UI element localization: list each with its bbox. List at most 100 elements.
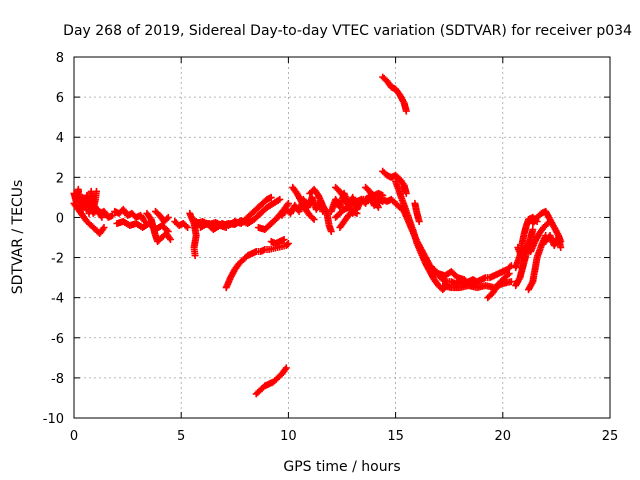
data-point <box>469 276 480 285</box>
data-point <box>137 211 148 224</box>
data-point <box>164 213 172 221</box>
data-point <box>276 236 287 245</box>
data-point <box>250 211 263 223</box>
data-point <box>74 205 85 218</box>
data-point <box>426 268 437 282</box>
x-tick-label: 15 <box>387 429 404 444</box>
data-point <box>501 271 512 282</box>
data-point <box>332 211 342 221</box>
data-point <box>261 246 271 253</box>
x-axis-title: GPS time / hours <box>283 459 400 475</box>
data-segment <box>267 236 288 247</box>
chart-title: Day 268 of 2019, Sidereal Day-to-day VTE… <box>63 23 632 39</box>
data-point <box>505 270 513 278</box>
data-point <box>282 241 291 249</box>
data-point <box>415 218 423 225</box>
data-point <box>396 203 407 214</box>
data-point <box>269 196 282 207</box>
data-segment <box>542 232 565 251</box>
data-point <box>327 228 335 235</box>
data-point <box>362 183 372 194</box>
data-point <box>171 218 182 228</box>
data-point <box>267 193 275 201</box>
data-point <box>499 266 510 276</box>
x-tick-label: 0 <box>70 429 78 444</box>
data-point <box>289 183 300 196</box>
y-tick-label: -6 <box>51 332 64 347</box>
data-point <box>261 381 272 390</box>
data-point <box>261 221 274 233</box>
data-point <box>70 199 81 212</box>
data-point <box>529 226 537 233</box>
data-point <box>267 215 280 227</box>
data-point <box>336 207 347 217</box>
data-point <box>265 379 276 388</box>
y-tick-label: -8 <box>51 372 64 387</box>
data-point <box>96 225 107 237</box>
data-point <box>310 215 318 223</box>
x-tick-label: 10 <box>280 429 297 444</box>
data-point <box>244 250 254 260</box>
data-point <box>252 387 263 398</box>
data-point <box>396 175 407 188</box>
data-point <box>263 200 276 211</box>
data-point <box>87 222 98 232</box>
data-point <box>244 217 256 227</box>
data-point <box>100 224 108 231</box>
data-point <box>154 235 164 245</box>
data-point <box>227 267 238 282</box>
data-point <box>191 252 199 260</box>
data-point <box>257 383 267 394</box>
data-point <box>336 219 347 231</box>
data-point <box>452 278 462 288</box>
data-point <box>306 187 317 197</box>
data-point <box>79 211 90 224</box>
y-tick-label: 4 <box>56 131 64 146</box>
data-point <box>492 279 504 292</box>
data-point <box>319 201 330 216</box>
data-segment <box>143 209 174 245</box>
data-point <box>269 375 280 386</box>
data-point <box>447 278 458 287</box>
data-segment <box>379 167 410 197</box>
data-point <box>447 268 460 280</box>
data-point <box>83 218 94 228</box>
data-point <box>332 183 342 194</box>
data-point <box>503 263 514 274</box>
axis-ticks: 0 5 10 15 20 25 -10 -8 -6 -4 -2 0 2 4 6 8 <box>43 51 619 444</box>
data-point <box>374 189 385 199</box>
data-point <box>379 167 390 178</box>
data-point <box>362 194 372 203</box>
data-point <box>349 198 360 207</box>
y-axis-title: SDTVAR / TECUs <box>10 180 26 295</box>
data-point <box>91 203 103 216</box>
data-point <box>396 91 407 105</box>
y-tick-label: 0 <box>56 211 64 226</box>
data-segment <box>186 209 200 260</box>
data-point <box>276 195 284 203</box>
data-point <box>250 203 263 215</box>
data-point <box>265 245 275 253</box>
x-tick-label: 25 <box>602 429 619 444</box>
data-point <box>497 275 507 286</box>
data-point <box>422 260 433 274</box>
data-point <box>557 244 565 251</box>
data-segment <box>252 364 290 398</box>
data-point <box>507 278 515 286</box>
data-point <box>184 224 192 231</box>
data-point <box>435 282 445 292</box>
data-point <box>540 221 550 231</box>
data-point <box>124 210 134 219</box>
data-point <box>302 205 313 218</box>
data-segment <box>111 205 149 225</box>
y-tick-label: 8 <box>56 51 64 66</box>
data-point <box>278 365 289 378</box>
data-point <box>257 246 267 255</box>
data-point <box>310 185 321 198</box>
data-point <box>533 211 544 221</box>
data-point <box>128 209 139 220</box>
data-point <box>379 73 390 84</box>
data-point <box>239 253 250 264</box>
data-segment <box>289 183 318 223</box>
data-point <box>179 220 190 230</box>
